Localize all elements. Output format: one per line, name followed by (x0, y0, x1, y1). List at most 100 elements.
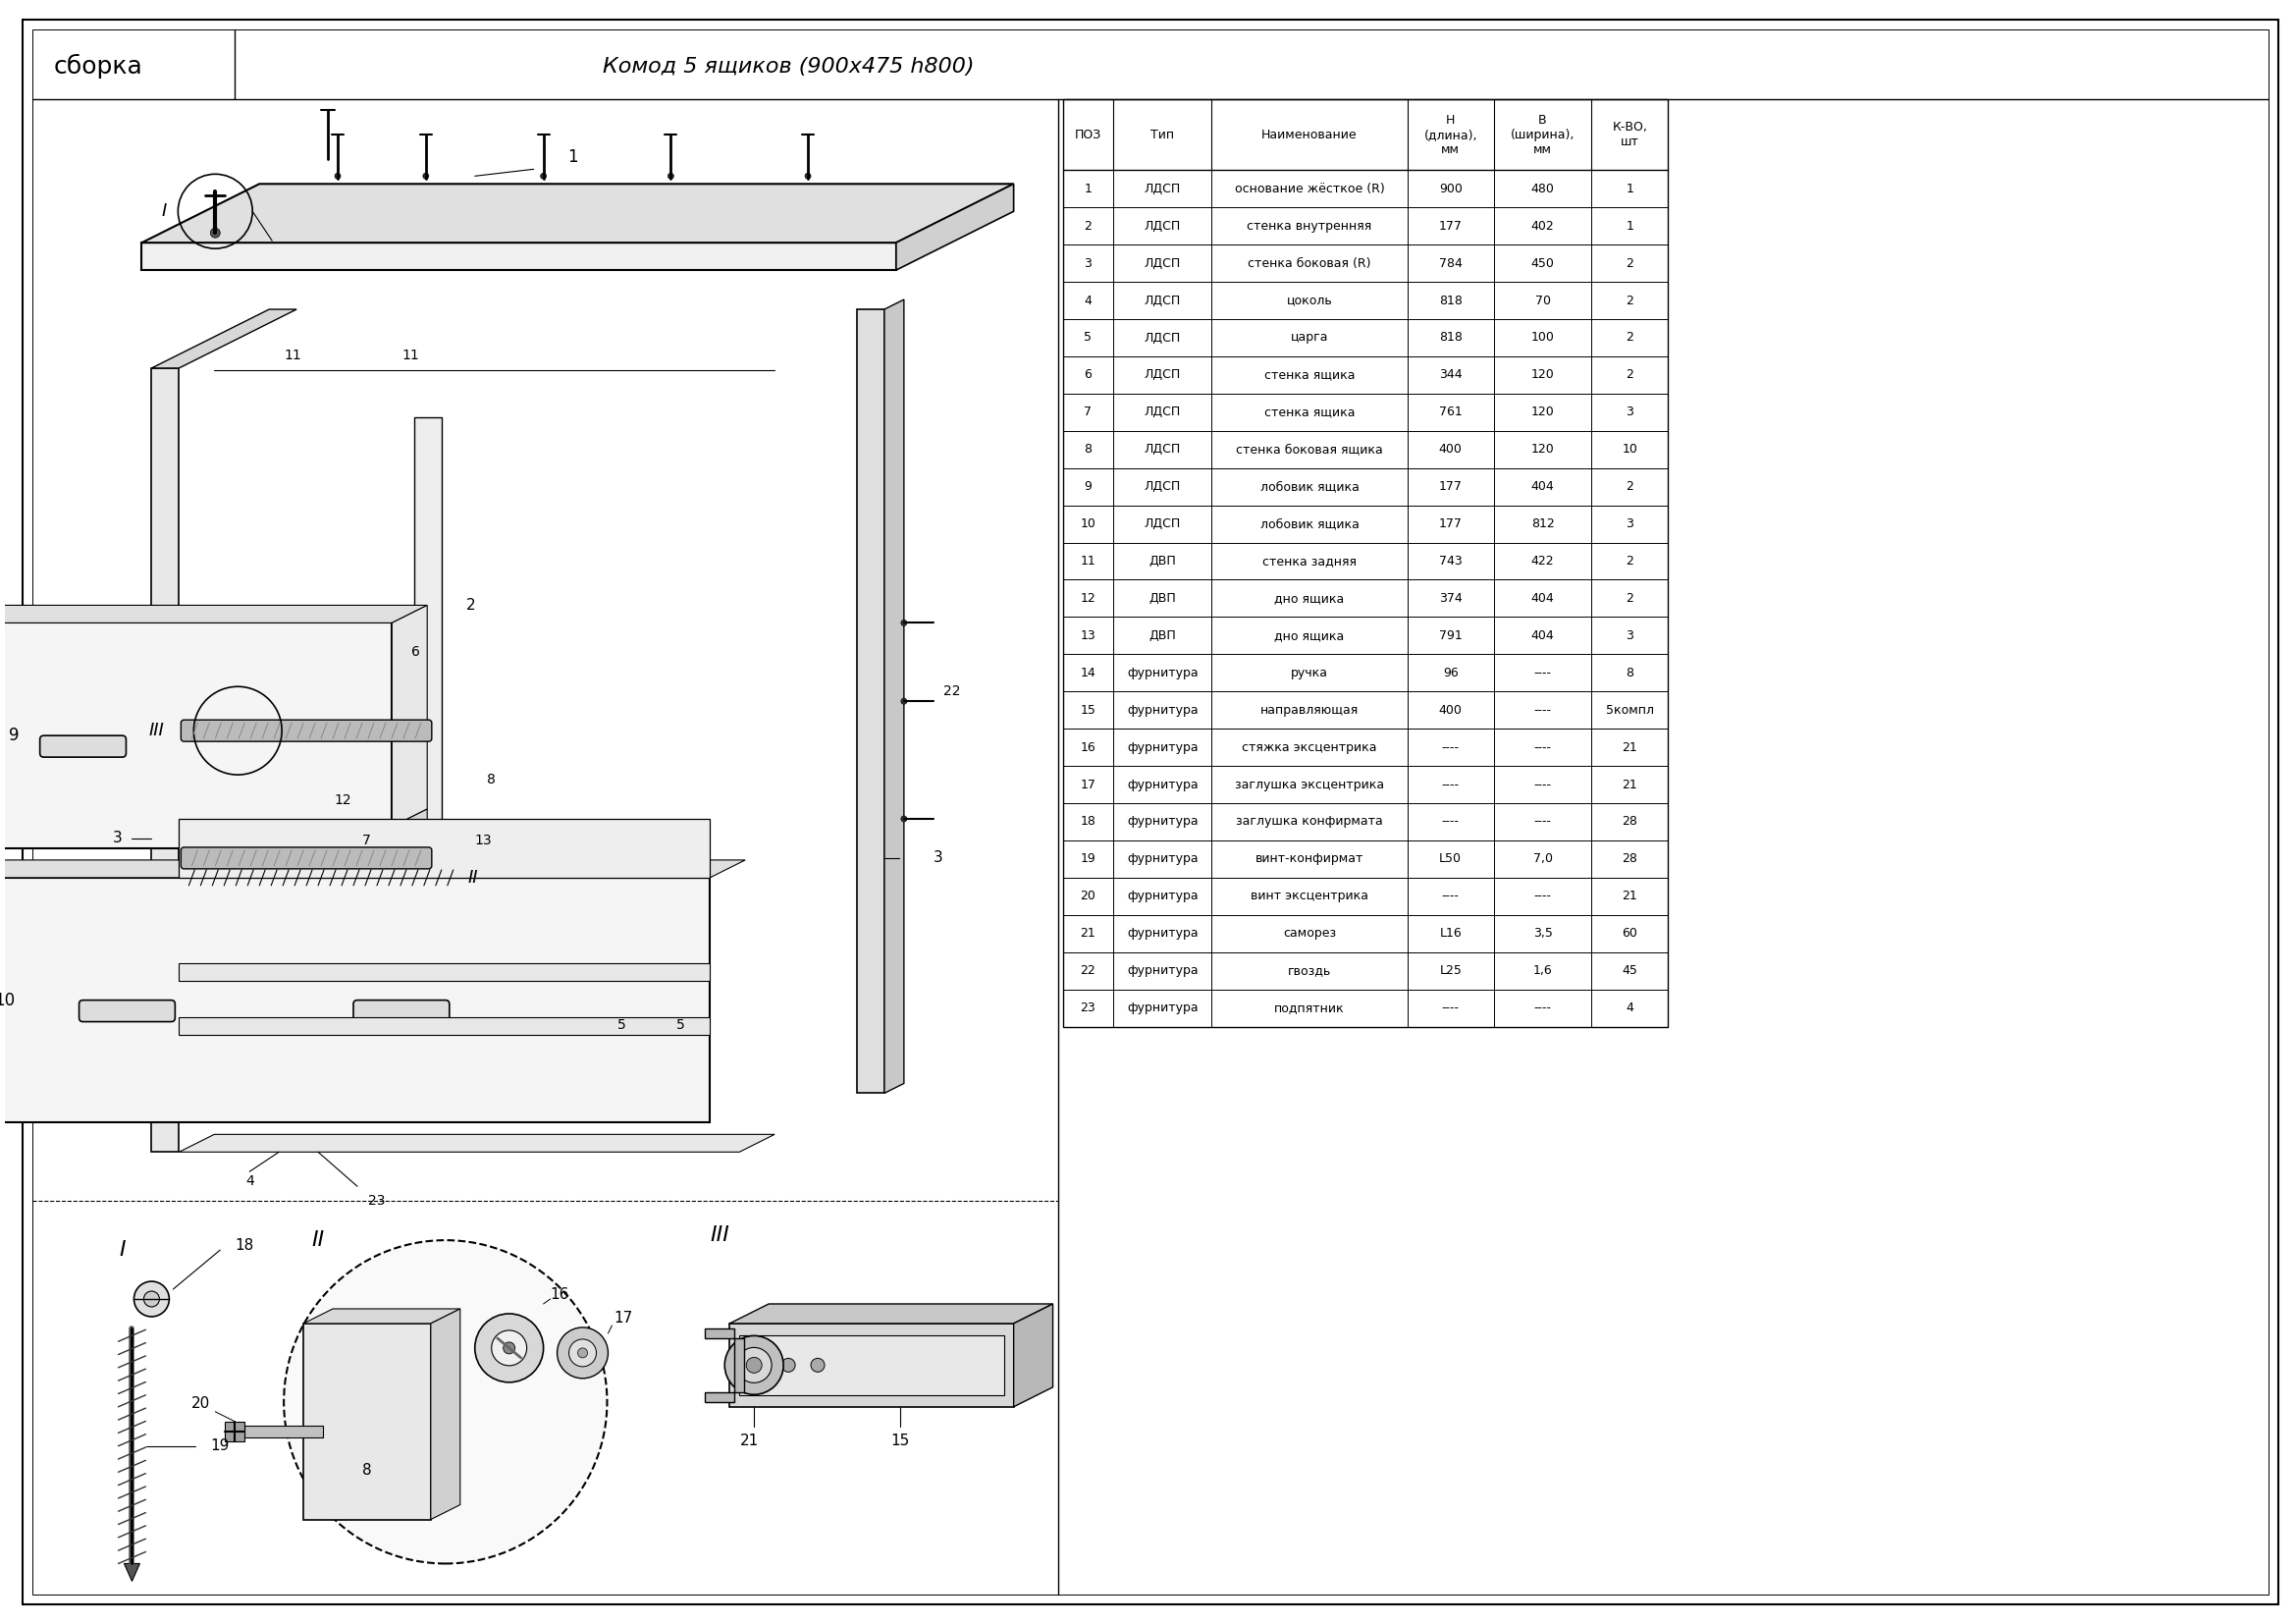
Text: 45: 45 (1621, 965, 1637, 978)
Text: ЛДСП: ЛДСП (1143, 257, 1180, 270)
Polygon shape (142, 242, 895, 270)
Text: 900: 900 (1440, 182, 1463, 195)
Text: 818: 818 (1440, 331, 1463, 344)
FancyBboxPatch shape (78, 1000, 174, 1021)
Text: 8: 8 (363, 1463, 372, 1478)
Text: ЛДСП: ЛДСП (1143, 406, 1180, 419)
Polygon shape (152, 369, 179, 1151)
Circle shape (781, 1358, 794, 1372)
Text: 6: 6 (411, 645, 420, 659)
Text: 100: 100 (1531, 331, 1554, 344)
Text: ЛДСП: ЛДСП (1143, 294, 1180, 307)
Text: 2: 2 (1626, 555, 1635, 567)
Text: ЛДСП: ЛДСП (1143, 369, 1180, 382)
Text: ----: ---- (1534, 666, 1552, 679)
Text: 11: 11 (1081, 555, 1095, 567)
Text: направляющая: направляющая (1261, 703, 1359, 716)
Text: ЛДСП: ЛДСП (1143, 518, 1180, 531)
Text: ----: ---- (1534, 741, 1552, 754)
Text: 3: 3 (1626, 406, 1635, 419)
Circle shape (491, 1330, 526, 1366)
Text: цоколь: цоколь (1286, 294, 1332, 307)
Polygon shape (413, 417, 441, 957)
Text: 1: 1 (1626, 182, 1635, 195)
Text: фурнитура: фурнитура (1127, 890, 1199, 903)
Text: 404: 404 (1531, 481, 1554, 494)
Circle shape (211, 227, 220, 237)
Text: заглушка эксцентрика: заглушка эксцентрика (1235, 778, 1384, 791)
Circle shape (422, 174, 429, 179)
Text: ----: ---- (1442, 1002, 1460, 1015)
Text: К-ВО,
шт: К-ВО, шт (1612, 122, 1649, 149)
Polygon shape (730, 1324, 1013, 1406)
Text: ----: ---- (1534, 778, 1552, 791)
Text: ПОЗ: ПОЗ (1075, 128, 1102, 141)
Text: 16: 16 (1081, 741, 1095, 754)
Circle shape (133, 1281, 170, 1317)
Text: В
(ширина),
мм: В (ширина), мм (1511, 114, 1575, 156)
FancyBboxPatch shape (181, 848, 432, 869)
Text: 2: 2 (1626, 257, 1635, 270)
Text: ДВП: ДВП (1148, 593, 1176, 604)
Circle shape (335, 174, 340, 179)
Text: 4: 4 (1626, 1002, 1635, 1015)
Text: 5: 5 (1084, 331, 1093, 344)
Text: 177: 177 (1440, 219, 1463, 232)
Polygon shape (895, 184, 1013, 270)
Text: 1: 1 (1626, 219, 1635, 232)
Bar (246, 1426, 324, 1437)
Text: 177: 177 (1440, 518, 1463, 531)
Text: 21: 21 (1621, 778, 1637, 791)
Text: ЛДСП: ЛДСП (1143, 443, 1180, 456)
Text: фурнитура: фурнитура (1127, 815, 1199, 828)
Text: саморез: саморез (1283, 927, 1336, 940)
Circle shape (475, 1314, 544, 1382)
Text: 10: 10 (0, 991, 16, 1009)
Text: фурнитура: фурнитура (1127, 741, 1199, 754)
Text: 120: 120 (1531, 369, 1554, 382)
Text: 1: 1 (567, 148, 579, 166)
Bar (1063, 99, 1669, 1026)
Polygon shape (294, 822, 393, 827)
Text: I: I (119, 1241, 126, 1260)
Polygon shape (0, 861, 746, 877)
Text: 480: 480 (1531, 182, 1554, 195)
Text: 3: 3 (934, 851, 944, 866)
Text: 422: 422 (1531, 555, 1554, 567)
Text: ----: ---- (1442, 890, 1460, 903)
Text: 5: 5 (677, 1018, 684, 1031)
Text: 20: 20 (191, 1397, 209, 1411)
Circle shape (806, 174, 810, 179)
Polygon shape (730, 1304, 1054, 1324)
Text: 404: 404 (1531, 593, 1554, 604)
Text: L50: L50 (1440, 853, 1463, 866)
Text: 2: 2 (1084, 219, 1093, 232)
Text: II: II (312, 1231, 324, 1250)
Text: III: III (149, 721, 165, 739)
Text: 4: 4 (1084, 294, 1093, 307)
Bar (303, 1324, 432, 1520)
Polygon shape (179, 1017, 709, 1034)
Text: Комод 5 ящиков (900х475 h800): Комод 5 ящиков (900х475 h800) (602, 57, 974, 76)
Text: стенка ящика: стенка ящика (1265, 369, 1355, 382)
Text: 28: 28 (1621, 853, 1637, 866)
Text: 13: 13 (1081, 628, 1095, 641)
Text: дно ящика: дно ящика (1274, 593, 1345, 604)
Text: I: I (161, 203, 165, 221)
Text: 784: 784 (1440, 257, 1463, 270)
FancyBboxPatch shape (177, 867, 457, 888)
Text: 3: 3 (1626, 518, 1635, 531)
Text: 19: 19 (1081, 853, 1095, 866)
Text: 3: 3 (1626, 628, 1635, 641)
Text: H
(длина),
мм: H (длина), мм (1424, 114, 1476, 156)
Text: фурнитура: фурнитура (1127, 927, 1199, 940)
Text: ----: ---- (1442, 741, 1460, 754)
Text: 2: 2 (1626, 369, 1635, 382)
Text: 23: 23 (1081, 1002, 1095, 1015)
Text: сборка: сборка (53, 54, 142, 78)
Text: 9: 9 (1084, 481, 1093, 494)
Text: 6: 6 (1084, 369, 1093, 382)
Text: 22: 22 (1081, 965, 1095, 978)
Text: L25: L25 (1440, 965, 1463, 978)
Text: винт-конфирмат: винт-конфирмат (1256, 853, 1364, 866)
